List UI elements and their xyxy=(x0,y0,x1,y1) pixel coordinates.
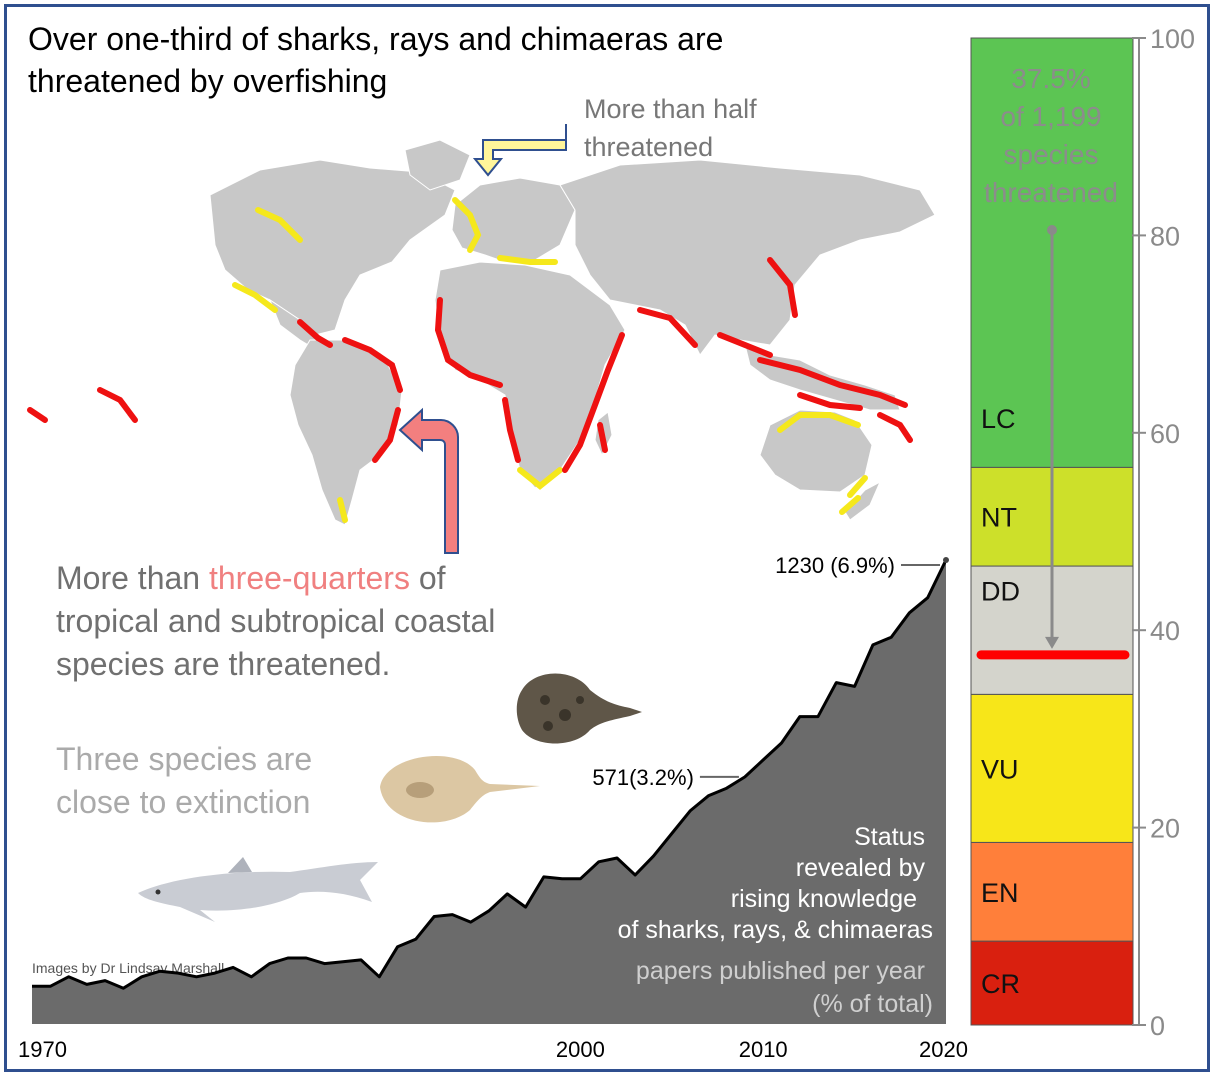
status-labels: CR EN VU DD NT LC xyxy=(981,404,1020,999)
tropics-callout-line1: More than three-quarters of xyxy=(56,560,446,596)
africa-land xyxy=(434,261,626,489)
status-label-nt: NT xyxy=(981,503,1017,533)
status-label-lc: LC xyxy=(981,404,1016,434)
north-america-land xyxy=(209,159,456,336)
y-tick-label: 0 xyxy=(1150,1011,1165,1041)
bar-annotation-line: threatened xyxy=(984,177,1118,208)
bar-annotation-line: species xyxy=(1004,139,1099,170)
image-credit: Images by Dr Lindsay Marshall xyxy=(32,960,224,976)
coast-nonthreatened xyxy=(232,197,868,523)
area-annotations: 571(3.2%) 1230 (6.9%) xyxy=(592,553,949,790)
tropics-callout-after: of xyxy=(410,560,446,596)
papers-line xyxy=(32,559,948,990)
y-tick-label: 40 xyxy=(1150,616,1180,646)
x-tick-label: 2020 xyxy=(919,1037,968,1062)
y-tick-label: 60 xyxy=(1150,419,1180,449)
figure-title-line1: Over one-third of sharks, rays and chima… xyxy=(28,21,723,57)
europe-callout-line1: More than half xyxy=(584,94,757,124)
threshold-arrow-head xyxy=(1045,636,1059,649)
papers-area xyxy=(32,560,946,1024)
threshold-arrow-origin xyxy=(1047,225,1057,235)
extinction-callout-line2: close to extinction xyxy=(56,784,310,820)
y-tick-label: 100 xyxy=(1150,24,1195,54)
europe-land xyxy=(451,177,576,263)
area-legend-line: rising knowledge xyxy=(731,885,917,913)
status-segment-vu xyxy=(970,693,1134,843)
status-label-vu: VU xyxy=(981,754,1019,784)
asia-land xyxy=(559,159,936,356)
y-axis: 100 80 60 40 20 0 xyxy=(1132,24,1195,1041)
y-tick-label: 80 xyxy=(1150,221,1180,251)
south-america-land xyxy=(289,339,403,526)
papers-area-chart: 1970 2000 2010 2020 571(3.2%) 1230 (6.9%) St… xyxy=(18,553,968,1062)
tropics-callout-arrow xyxy=(398,407,459,554)
status-label-en: EN xyxy=(981,878,1019,908)
area-legend: Status revealed by rising knowledge of shar… xyxy=(618,823,933,1018)
world-map xyxy=(27,139,936,526)
status-stacked-bar: CR EN VU DD NT LC 100 80 60 40 20 0 37.5% of 1,199 s… xyxy=(970,24,1195,1041)
area-legend-line: of sharks, rays, & chimaeras xyxy=(618,916,933,944)
status-segment-cr xyxy=(970,940,1134,1026)
x-tick-label: 1970 xyxy=(18,1037,67,1062)
europe-callout-line2: threatened xyxy=(584,132,713,162)
tropics-callout-highlight: three-quarters xyxy=(209,560,410,596)
annotation-marker xyxy=(943,557,949,563)
status-label-cr: CR xyxy=(981,969,1020,999)
tropics-callout-line2: tropical and subtropical coastal xyxy=(56,603,495,639)
area-legend-line: Status xyxy=(854,823,925,851)
bar-annotation-line: 37.5% xyxy=(1011,63,1090,94)
tropics-callout-before: More than xyxy=(56,560,209,596)
bar-annotation: 37.5% of 1,199 species threatened xyxy=(984,63,1118,208)
status-segments xyxy=(970,37,1134,1026)
coast-threatened xyxy=(27,257,913,473)
area-annotation-label: 571(3.2%) xyxy=(592,765,694,790)
tropics-callout-line3: species are threatened. xyxy=(56,646,390,682)
area-legend-line: revealed by xyxy=(796,854,926,882)
ray-illustration-1 xyxy=(516,673,642,744)
extinction-callout-line1: Three species are xyxy=(56,741,312,777)
bar-annotation-line: of 1,199 xyxy=(1000,101,1101,132)
shark-illustration xyxy=(138,857,378,922)
x-tick-label: 2010 xyxy=(739,1037,788,1062)
status-label-dd: DD xyxy=(981,577,1020,607)
area-caption-line: (% of total) xyxy=(812,990,933,1018)
x-tick-label: 2000 xyxy=(556,1037,605,1062)
figure-title-line2: threatened by overfishing xyxy=(28,63,387,99)
greenland-land xyxy=(404,139,471,191)
ray-illustration-2 xyxy=(380,755,540,823)
y-tick-label: 20 xyxy=(1150,814,1180,844)
area-caption-line: papers published per year xyxy=(636,957,925,985)
area-annotation-label: 1230 (6.9%) xyxy=(775,553,895,578)
europe-callout-arrow xyxy=(472,124,567,177)
status-segment-en xyxy=(970,841,1134,942)
x-axis-ticks: 1970 2000 2010 2020 xyxy=(18,1037,968,1062)
